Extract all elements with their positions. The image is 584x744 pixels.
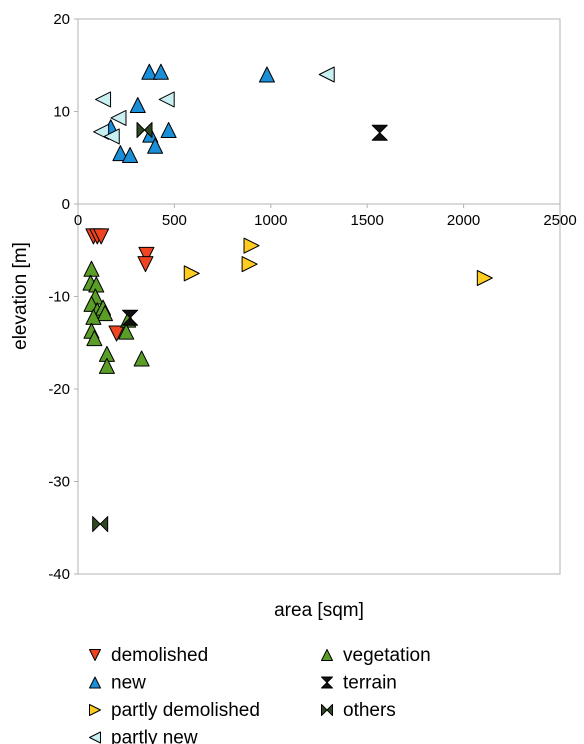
legend-label-terrain: terrain — [343, 673, 397, 694]
data-point-vegetation — [85, 308, 102, 325]
legend-label-others: others — [343, 700, 396, 721]
x-tick-label: 0 — [74, 212, 82, 229]
legend-marker-vegetation — [321, 649, 333, 661]
data-point-demolished — [93, 228, 110, 245]
data-point-new — [258, 66, 275, 83]
y-axis-title: elevation [m] — [10, 242, 31, 350]
data-point-demolished — [108, 325, 125, 342]
data-point-others — [92, 516, 109, 533]
legend-label-vegetation: vegetation — [343, 645, 431, 666]
data-point-vegetation — [96, 305, 113, 322]
data-point-partly-demolished — [243, 237, 260, 254]
x-tick-label: 1500 — [351, 212, 384, 229]
x-tick-label: 1000 — [254, 212, 287, 229]
data-point-partly-demolished — [183, 265, 200, 282]
data-point-others — [136, 122, 153, 138]
y-tick-label: -10 — [48, 289, 70, 306]
legend-marker-new — [89, 676, 101, 689]
x-tick-label: 2500 — [543, 212, 576, 229]
legend-label-partly-demolished: partly demolished — [111, 700, 260, 721]
data-point-partly-new — [103, 128, 120, 145]
data-point-new — [147, 137, 164, 154]
legend-marker-others — [321, 704, 333, 716]
data-point-new — [141, 63, 158, 80]
data-point-vegetation — [98, 357, 115, 374]
x-tick-label: 500 — [162, 212, 187, 229]
y-tick-label: -30 — [48, 474, 70, 491]
legend-marker-partly-demolished — [89, 704, 101, 716]
y-tick-label: 20 — [53, 11, 70, 28]
data-point-terrain — [122, 309, 139, 326]
legend-marker-demolished — [89, 649, 101, 661]
data-point-partly-demolished — [476, 270, 493, 286]
y-tick-label: 10 — [53, 104, 70, 121]
y-tick-label: -40 — [48, 566, 70, 583]
legend-label-partly-new: partly new — [111, 728, 198, 744]
plot-area — [77, 18, 561, 575]
data-point-partly-new — [110, 109, 127, 126]
legend-label-demolished: demolished — [111, 645, 208, 666]
legend-marker-terrain — [321, 676, 333, 689]
data-point-demolished — [137, 256, 154, 273]
data-point-new — [152, 63, 169, 80]
data-markers — [82, 63, 493, 533]
legend-marker-partly-new — [89, 731, 101, 744]
y-tick-label: -20 — [48, 381, 70, 398]
legend: demolished new partly demolished partly new… — [89, 645, 431, 744]
data-point-partly-new — [95, 91, 112, 108]
data-point-demolished — [138, 246, 155, 263]
legend-label-new: new — [111, 673, 146, 694]
data-point-partly-demolished — [241, 256, 258, 273]
data-point-new — [129, 97, 146, 114]
data-point-vegetation — [118, 323, 135, 340]
data-point-partly-new — [318, 66, 335, 83]
y-tick-labels: 20 10 0 -10 -20 -30 -40 — [48, 11, 78, 583]
data-point-new — [112, 145, 129, 162]
y-tick-label: 0 — [62, 196, 70, 213]
x-tick-labels: 0 500 1000 1500 2000 2500 — [74, 204, 577, 229]
data-point-terrain — [371, 124, 388, 141]
data-point-vegetation — [133, 350, 150, 367]
data-point-vegetation — [86, 330, 103, 347]
x-tick-label: 2000 — [447, 212, 480, 229]
x-axis-title: area [sqm] — [274, 600, 364, 621]
data-point-new — [122, 146, 139, 163]
data-point-partly-new — [158, 91, 175, 108]
data-point-new — [160, 122, 177, 138]
